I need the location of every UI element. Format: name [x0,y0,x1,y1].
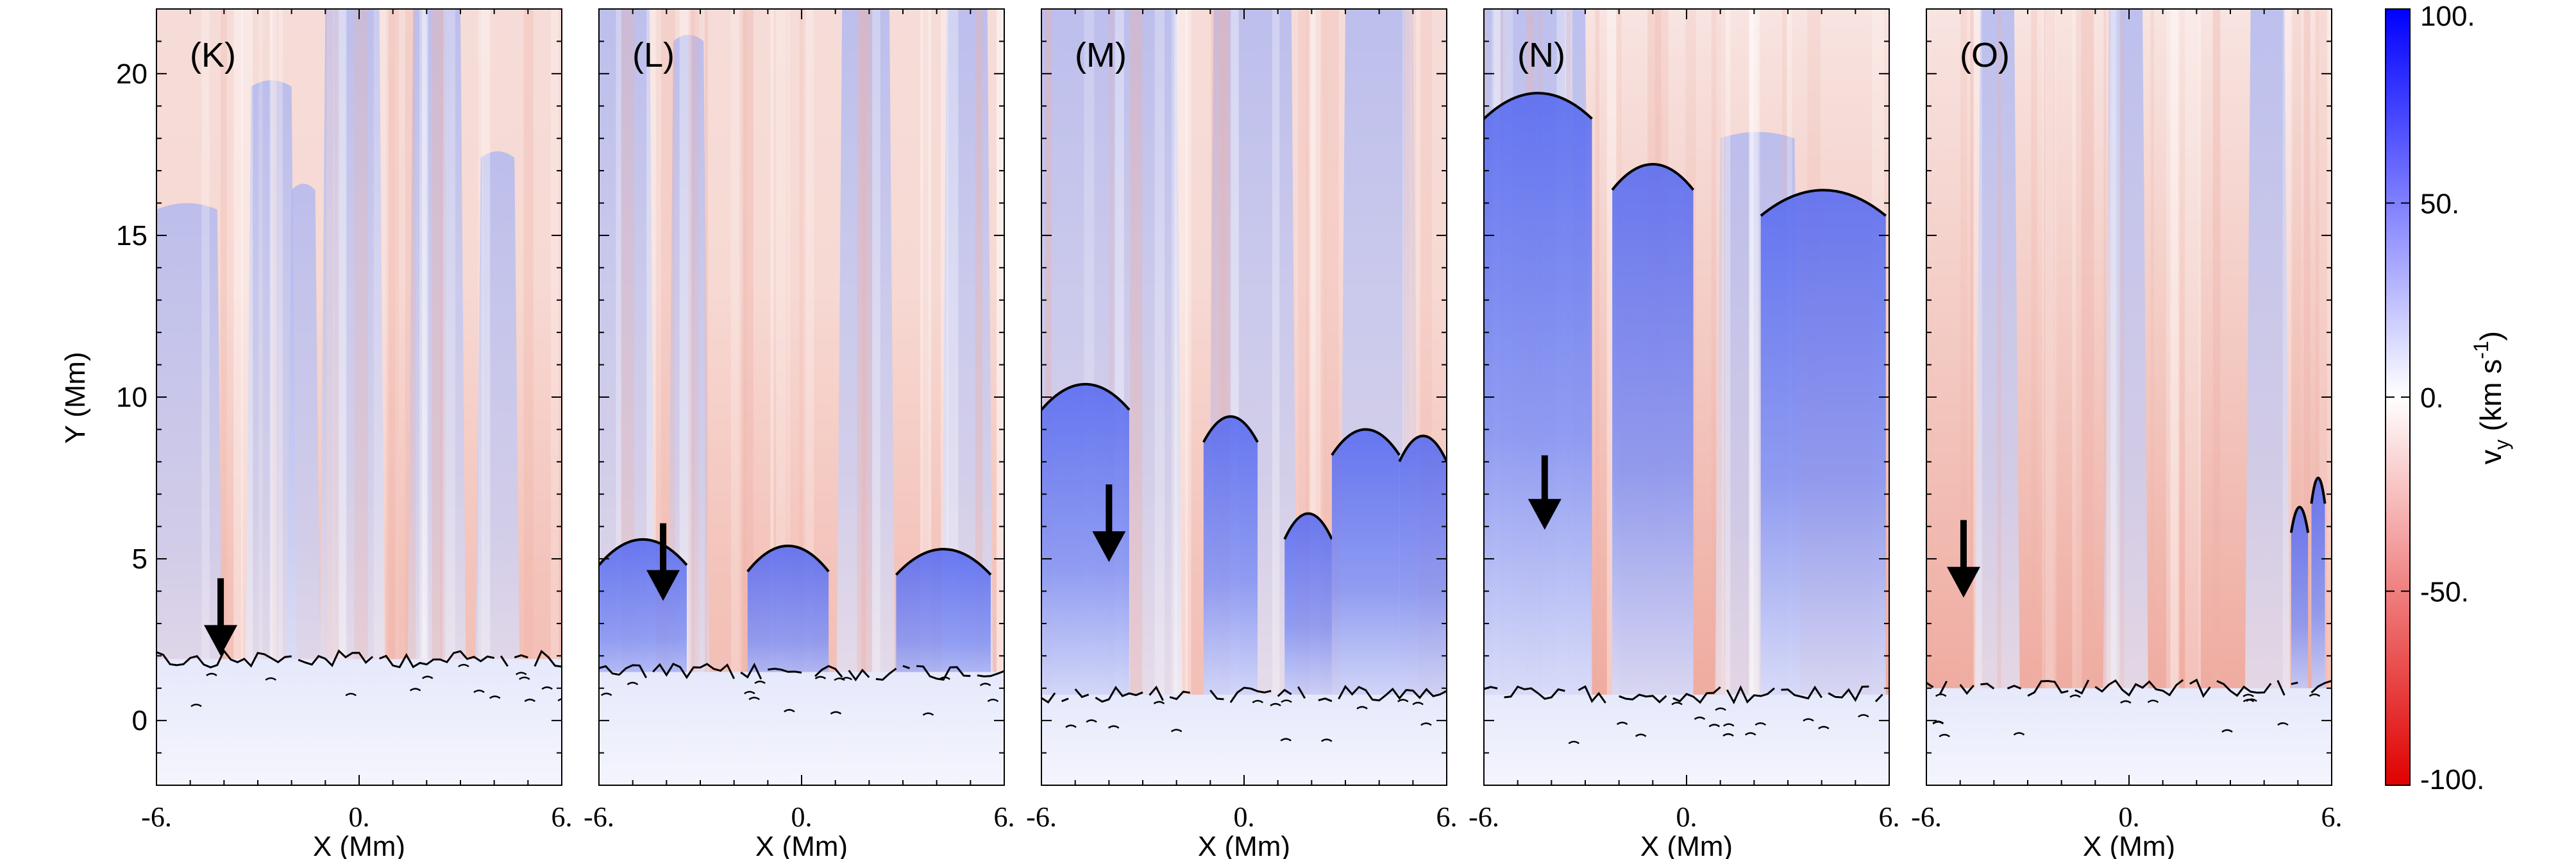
y-tick-label: 10 [116,382,147,413]
arrow-icon [646,523,680,601]
colorbar-ticks: 100. 50. 0. -50. -100. [2386,1,2484,795]
x-tick-label: -6. [584,801,614,833]
x-axis-label: X (Mm) [1198,831,1290,859]
x-tick-label: 0. [791,801,812,833]
x-tick-label: 6. [994,801,1015,833]
y-axis-label: Y (Mm) [60,352,91,443]
x-tick-label: 0. [1676,801,1697,833]
x-tick-label: 6. [1436,801,1458,833]
panel-label: (K) [190,36,236,74]
colorbar-tick-label: -50. [2420,577,2469,608]
x-axis-label: X (Mm) [755,831,848,859]
x-tick-label: -6. [1026,801,1057,833]
panel-3: (M) -6. 0. 6. X (Mm) [1026,8,1458,859]
x-tick-label: 6. [551,801,573,833]
panel-label: (L) [632,36,675,74]
arrow-icon [1092,484,1126,563]
colorbar-tick-label: 0. [2420,382,2444,414]
x-tick-label: 6. [2321,801,2343,833]
panel-label: (O) [1960,36,2010,74]
velocity-map [599,9,1004,785]
panel-4: (N) -6. 0. 6. X (Mm) [1469,8,1900,859]
colorbar: 100. 50. 0. -50. -100. vy (km s-1) [2385,1,2513,795]
velocity-map [156,9,562,785]
x-tick-label: -6. [1911,801,1942,833]
x-axis-label: X (Mm) [1640,831,1733,859]
panels: (K) -6. 0. 6. X (Mm) 0 5 10 15 20 (L) -6. 0. 6. X (Mm)… [116,8,2343,859]
panel-2: (L) -6. 0. 6. X (Mm) [584,8,1015,859]
x-tick-label: -6. [1469,801,1499,833]
velocity-map [1484,9,1889,785]
panel-label: (M) [1075,36,1127,74]
panel-label: (N) [1517,36,1565,74]
y-tick-label: 0 [132,705,147,736]
y-tick-label: 5 [132,543,147,575]
panel-1: (K) -6. 0. 6. X (Mm) 0 5 10 15 20 [116,8,573,859]
velocity-map [1041,9,1447,785]
x-tick-label: -6. [141,801,172,833]
colorbar-label: vy (km s-1) [2470,331,2513,464]
colorbar-tick-label: 100. [2420,1,2475,32]
velocity-map [1926,9,2332,785]
x-axis-label: X (Mm) [2083,831,2175,859]
y-tick-label: 20 [116,58,147,90]
colorbar-tick-label: -100. [2420,764,2484,795]
arrow-icon [1528,455,1562,530]
arrow-icon [1946,520,1980,598]
arrow-icon [204,578,238,656]
colorbar-tick-label: 50. [2420,189,2459,220]
y-tick-label: 15 [116,220,147,251]
x-tick-label: 0. [2119,801,2140,833]
x-axis-label: X (Mm) [313,831,405,859]
panel-5: (O) -6. 0. 6. X (Mm) [1911,8,2343,859]
x-tick-label: 6. [1879,801,1900,833]
x-tick-label: 0. [349,801,370,833]
x-tick-label: 0. [1234,801,1255,833]
